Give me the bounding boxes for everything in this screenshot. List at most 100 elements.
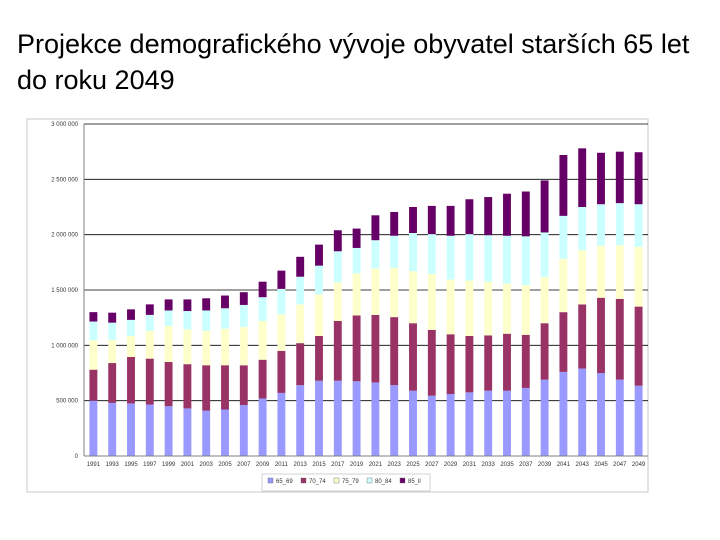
bar-stack bbox=[409, 207, 417, 456]
y-tick-label: 3 000 000 bbox=[51, 122, 78, 128]
bar-segment-85_ll bbox=[409, 207, 417, 234]
bar-segment-85_ll bbox=[597, 152, 605, 205]
bar-segment-75_79 bbox=[427, 273, 436, 330]
bar-segment-65_69 bbox=[503, 390, 511, 456]
bar-segment-70_74 bbox=[409, 323, 417, 391]
bar-segment-85_ll bbox=[503, 193, 511, 236]
bar-segment-85_ll bbox=[521, 191, 530, 237]
x-tick-label: 2023 bbox=[388, 462, 402, 468]
bar-segment-80_84 bbox=[89, 321, 98, 341]
legend-swatch-80_84 bbox=[366, 477, 373, 484]
x-tick-label: 2043 bbox=[576, 462, 590, 468]
bar-segment-80_84 bbox=[503, 235, 511, 284]
bar-segment-65_69 bbox=[202, 410, 211, 456]
bar-segment-65_69 bbox=[615, 379, 624, 456]
bar-stack bbox=[127, 309, 135, 456]
bar-segment-80_84 bbox=[239, 304, 248, 328]
bar-segment-80_84 bbox=[202, 310, 211, 331]
bar-segment-80_84 bbox=[597, 204, 605, 246]
bar-segment-85_ll bbox=[277, 270, 286, 289]
legend-label-85_ll: 85_ll bbox=[408, 479, 421, 485]
x-tick-label: 2013 bbox=[294, 462, 308, 468]
bar-segment-70_74 bbox=[390, 317, 399, 386]
bar-segment-70_74 bbox=[127, 356, 135, 404]
bar-segment-65_69 bbox=[89, 400, 98, 456]
legend: 65_69 70_74 75_79 80_84 85_ll bbox=[267, 477, 421, 485]
x-tick-label: 2025 bbox=[406, 462, 420, 468]
y-tick-label: 1 500 000 bbox=[51, 288, 78, 294]
bar-segment-75_79 bbox=[315, 294, 323, 336]
bar-segment-85_ll bbox=[221, 295, 229, 309]
bar-segment-65_69 bbox=[352, 381, 361, 456]
x-tick-label: 2029 bbox=[444, 462, 458, 468]
bar-segment-65_69 bbox=[145, 404, 154, 456]
bar-stack bbox=[503, 193, 511, 456]
bar-segment-65_69 bbox=[427, 395, 436, 456]
bar-segment-65_69 bbox=[634, 385, 643, 456]
bar-segment-85_ll bbox=[164, 299, 173, 311]
x-tick-label: 2039 bbox=[538, 462, 552, 468]
bar-segment-80_84 bbox=[258, 297, 267, 321]
bar-segment-70_74 bbox=[446, 334, 455, 395]
bar-stack bbox=[597, 152, 605, 456]
legend-label-75_79: 75_79 bbox=[342, 479, 359, 485]
x-tick-label: 2011 bbox=[275, 462, 289, 468]
bar-stack bbox=[371, 215, 380, 456]
bar-segment-80_84 bbox=[559, 215, 568, 260]
bar-stack bbox=[258, 281, 267, 456]
bar-stack bbox=[296, 256, 305, 456]
bar-stack bbox=[540, 180, 549, 456]
x-tick-label: 2041 bbox=[557, 462, 571, 468]
gridlines bbox=[84, 123, 648, 457]
x-tick-label: 2017 bbox=[331, 462, 345, 468]
bar-segment-85_ll bbox=[390, 211, 399, 236]
bar-segment-75_79 bbox=[202, 330, 211, 366]
y-tick-label: 2 000 000 bbox=[51, 233, 78, 239]
bar-stacks bbox=[89, 148, 643, 456]
legend-label-80_84: 80_84 bbox=[375, 479, 392, 485]
bar-segment-75_79 bbox=[484, 281, 493, 336]
bar-segment-70_74 bbox=[540, 323, 549, 380]
bar-segment-75_79 bbox=[578, 250, 587, 305]
bar-segment-70_74 bbox=[277, 350, 286, 393]
x-tick-label: 1991 bbox=[87, 462, 101, 468]
bar-stack bbox=[521, 191, 530, 456]
bar-segment-65_69 bbox=[183, 408, 192, 456]
bar-segment-75_79 bbox=[597, 245, 605, 298]
legend-swatch-70_74 bbox=[300, 477, 307, 484]
x-tick-label: 2033 bbox=[482, 462, 496, 468]
bar-segment-75_79 bbox=[183, 329, 192, 365]
x-tick-label: 2021 bbox=[369, 462, 383, 468]
bar-segment-75_79 bbox=[352, 273, 361, 316]
bar-segment-75_79 bbox=[164, 325, 173, 362]
bar-segment-80_84 bbox=[164, 310, 173, 326]
bar-segment-75_79 bbox=[521, 285, 530, 335]
bar-segment-80_84 bbox=[427, 234, 436, 274]
bar-segment-70_74 bbox=[333, 320, 342, 381]
x-tick-label: 1995 bbox=[124, 462, 138, 468]
bar-segment-80_84 bbox=[221, 308, 229, 329]
bar-stack bbox=[615, 151, 624, 456]
bar-segment-80_84 bbox=[145, 314, 154, 331]
bar-segment-75_79 bbox=[390, 267, 399, 318]
x-tick-label: 1999 bbox=[162, 462, 176, 468]
bar-segment-65_69 bbox=[333, 380, 342, 456]
bar-segment-80_84 bbox=[540, 232, 549, 277]
bar-segment-65_69 bbox=[446, 394, 455, 456]
slide-title: Projekce demografického vývoje obyvatel … bbox=[17, 29, 690, 95]
bar-segment-70_74 bbox=[239, 365, 248, 406]
bar-segment-85_ll bbox=[296, 256, 305, 277]
bar-segment-80_84 bbox=[127, 319, 135, 336]
legend-label-70_74: 70_74 bbox=[309, 479, 326, 485]
bar-stack bbox=[427, 205, 436, 456]
bar-stack bbox=[277, 270, 286, 456]
x-tick-label: 2001 bbox=[181, 462, 195, 468]
bar-segment-80_84 bbox=[446, 235, 455, 280]
bar-segment-80_84 bbox=[390, 235, 399, 268]
bar-segment-85_ll bbox=[446, 205, 455, 236]
bar-segment-75_79 bbox=[615, 245, 624, 299]
bar-segment-70_74 bbox=[183, 364, 192, 409]
bar-segment-65_69 bbox=[578, 368, 587, 456]
x-tick-label: 2007 bbox=[237, 462, 251, 468]
bar-stack bbox=[164, 299, 173, 456]
